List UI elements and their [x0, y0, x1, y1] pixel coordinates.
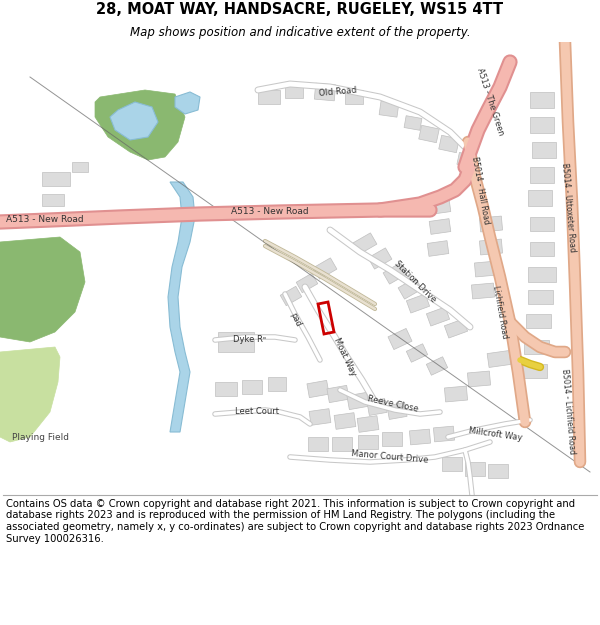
Polygon shape: [479, 239, 503, 255]
Polygon shape: [215, 382, 237, 396]
Polygon shape: [524, 340, 549, 354]
Polygon shape: [472, 283, 494, 299]
Polygon shape: [427, 357, 448, 375]
Polygon shape: [532, 142, 556, 158]
Polygon shape: [406, 344, 428, 362]
Polygon shape: [526, 314, 551, 328]
Polygon shape: [258, 90, 280, 104]
Text: Leet Court: Leet Court: [235, 408, 279, 416]
Polygon shape: [313, 258, 337, 279]
Polygon shape: [382, 432, 402, 446]
Polygon shape: [530, 92, 554, 108]
Text: A513 - The Green: A513 - The Green: [475, 68, 505, 137]
Polygon shape: [334, 412, 356, 429]
Polygon shape: [427, 307, 449, 326]
Polygon shape: [445, 319, 467, 338]
Polygon shape: [368, 248, 392, 269]
Text: Station Drive: Station Drive: [392, 259, 437, 304]
Polygon shape: [268, 377, 286, 391]
Polygon shape: [242, 380, 262, 394]
Polygon shape: [0, 237, 85, 342]
Polygon shape: [530, 117, 554, 133]
Polygon shape: [433, 426, 455, 442]
Text: 28, MOAT WAY, HANDSACRE, RUGELEY, WS15 4TT: 28, MOAT WAY, HANDSACRE, RUGELEY, WS15 4…: [97, 2, 503, 17]
Polygon shape: [528, 290, 553, 304]
Polygon shape: [72, 162, 88, 172]
Polygon shape: [388, 328, 412, 349]
Polygon shape: [168, 182, 195, 432]
Polygon shape: [332, 437, 352, 451]
Polygon shape: [406, 294, 430, 313]
Polygon shape: [218, 332, 254, 352]
Polygon shape: [387, 402, 407, 419]
Polygon shape: [367, 399, 387, 416]
Text: Reeve Close: Reeve Close: [367, 394, 419, 414]
Polygon shape: [314, 83, 335, 101]
Text: Map shows position and indicative extent of the property.: Map shows position and indicative extent…: [130, 26, 470, 39]
Polygon shape: [419, 125, 439, 142]
Polygon shape: [285, 84, 303, 98]
Polygon shape: [357, 416, 379, 432]
Text: Old Road: Old Road: [319, 86, 358, 98]
Text: B5014 - Hall Road: B5014 - Hall Road: [470, 156, 490, 224]
Text: B5014 - Lichfield Road: B5014 - Lichfield Road: [560, 369, 576, 455]
Polygon shape: [383, 263, 407, 284]
Polygon shape: [530, 242, 554, 256]
Polygon shape: [327, 386, 349, 402]
Text: A513 - New Road: A513 - New Road: [231, 208, 309, 216]
Polygon shape: [296, 273, 318, 292]
Polygon shape: [488, 464, 508, 478]
Polygon shape: [398, 278, 422, 299]
Polygon shape: [404, 116, 422, 130]
Text: Manor Court Drive: Manor Court Drive: [351, 449, 429, 465]
Polygon shape: [465, 462, 485, 476]
Text: A513 - New Road: A513 - New Road: [6, 214, 84, 224]
Polygon shape: [530, 217, 554, 231]
Polygon shape: [347, 392, 369, 409]
Polygon shape: [427, 241, 449, 256]
Polygon shape: [353, 233, 377, 254]
Polygon shape: [429, 219, 451, 234]
Polygon shape: [308, 437, 328, 451]
Polygon shape: [479, 216, 503, 232]
Polygon shape: [95, 90, 185, 160]
Text: Moat Way: Moat Way: [332, 336, 358, 377]
Polygon shape: [457, 152, 475, 168]
Polygon shape: [42, 194, 64, 206]
Polygon shape: [487, 351, 511, 368]
Polygon shape: [445, 386, 467, 402]
Polygon shape: [309, 409, 331, 426]
Polygon shape: [358, 435, 378, 449]
Polygon shape: [42, 172, 70, 186]
Polygon shape: [522, 364, 547, 378]
Polygon shape: [528, 190, 552, 206]
Polygon shape: [175, 92, 200, 114]
Text: Dyke Rᵒ: Dyke Rᵒ: [233, 334, 266, 344]
Polygon shape: [0, 347, 60, 442]
Polygon shape: [442, 457, 462, 471]
Polygon shape: [379, 101, 399, 117]
Polygon shape: [528, 267, 556, 282]
Text: Lichfield Road: Lichfield Road: [491, 285, 509, 339]
Text: pad: pad: [288, 311, 302, 329]
Polygon shape: [345, 90, 363, 104]
Polygon shape: [307, 381, 329, 398]
Polygon shape: [280, 286, 302, 306]
Polygon shape: [530, 167, 554, 183]
Text: B5014 - Uttoxeter Road: B5014 - Uttoxeter Road: [560, 162, 577, 252]
Text: Contains OS data © Crown copyright and database right 2021. This information is : Contains OS data © Crown copyright and d…: [6, 499, 584, 544]
Polygon shape: [110, 102, 158, 140]
Polygon shape: [467, 371, 491, 387]
Polygon shape: [429, 199, 451, 214]
Text: Playing Field: Playing Field: [11, 432, 68, 441]
Polygon shape: [439, 135, 459, 152]
Text: Millcroft Way: Millcroft Way: [467, 426, 523, 442]
Polygon shape: [409, 429, 431, 445]
Polygon shape: [475, 261, 497, 277]
